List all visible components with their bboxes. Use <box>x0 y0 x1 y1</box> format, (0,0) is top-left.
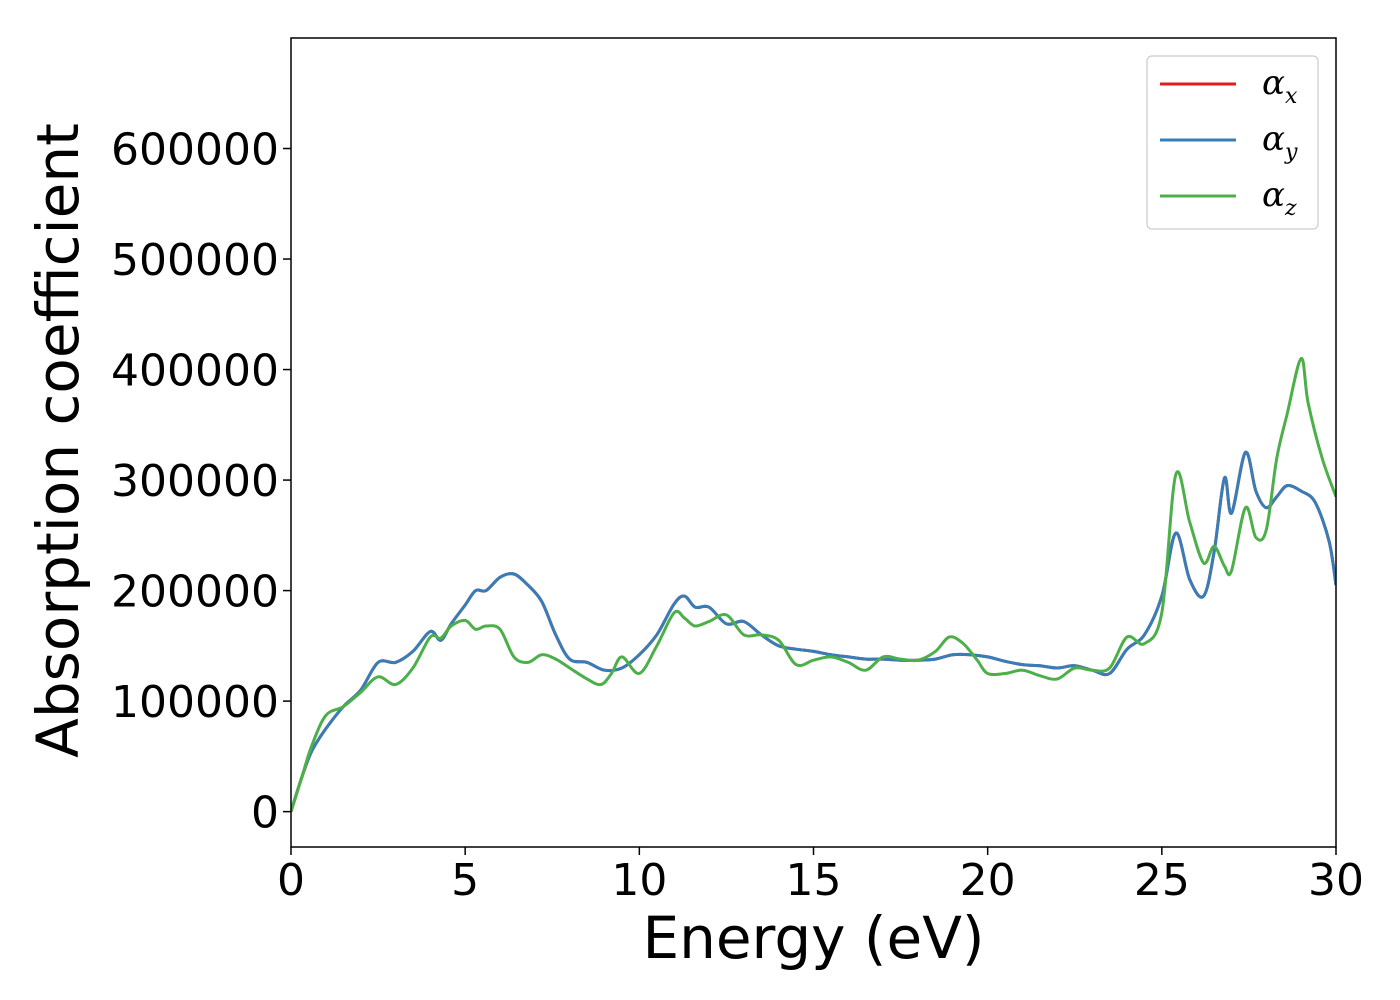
legend-label-y: αy <box>1262 119 1298 165</box>
y-tick-label: 400000 <box>111 346 279 397</box>
legend-box <box>1146 55 1319 230</box>
x-tick-label: 20 <box>960 855 1016 906</box>
ticks-layer: 0 5 10 15 20 25 30 0 100000 200000 300000 400000 500… <box>111 125 1364 906</box>
y-tick-label: 300000 <box>111 456 279 507</box>
x-tick-label: 15 <box>786 855 842 906</box>
x-tick-label: 10 <box>611 855 667 906</box>
y-tick-label: 500000 <box>111 235 279 286</box>
legend: αx αy αz <box>1146 55 1319 230</box>
legend-label-z: αz <box>1262 175 1297 221</box>
y-tick-label: 100000 <box>111 677 279 728</box>
y-tick-label: 200000 <box>111 567 279 618</box>
series-layer <box>291 356 1336 813</box>
x-tick-label: 0 <box>277 855 305 906</box>
series-line-y <box>291 450 1336 813</box>
y-tick-label: 600000 <box>111 125 279 176</box>
y-tick-label: 0 <box>251 788 279 839</box>
legend-label-x: αx <box>1262 63 1298 109</box>
series-line-z <box>291 356 1336 813</box>
x-axis-label: Energy (eV) <box>642 904 984 972</box>
x-tick-label: 25 <box>1134 855 1190 906</box>
y-axis-label: Absorption coefficient <box>24 123 92 758</box>
x-tick-label: 30 <box>1308 855 1364 906</box>
x-tick-label: 5 <box>451 855 479 906</box>
